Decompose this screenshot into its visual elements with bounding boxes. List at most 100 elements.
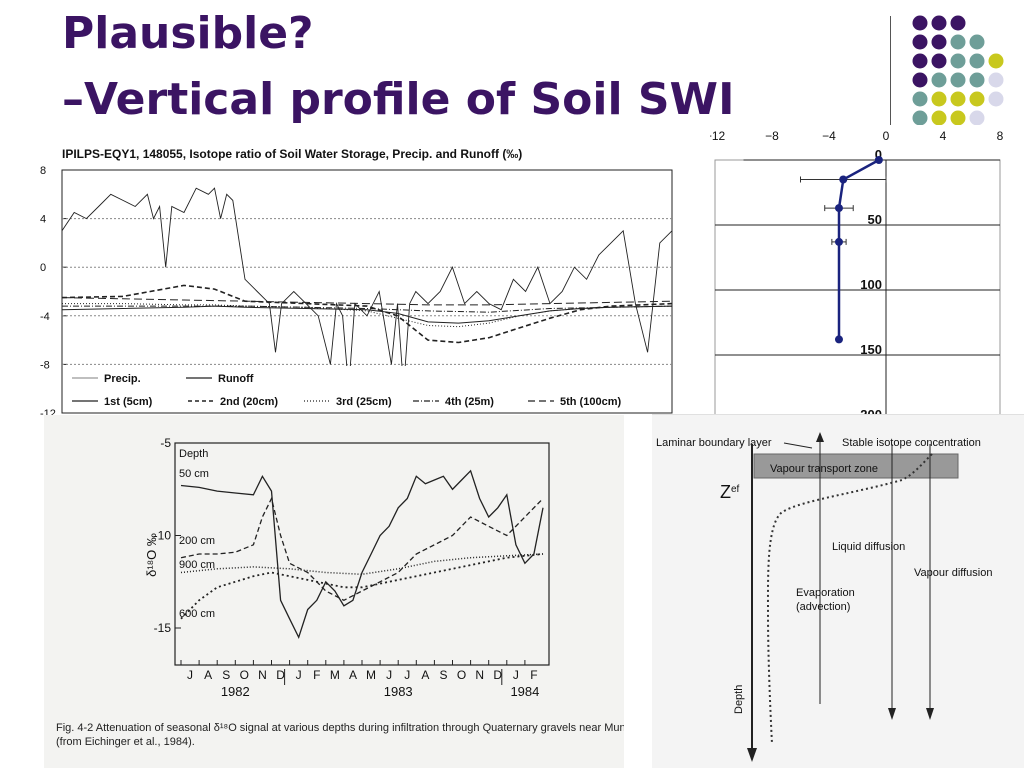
profile-point <box>874 156 883 164</box>
series-line-200-cm <box>180 496 544 602</box>
series-line-600-cm <box>180 553 544 620</box>
month-tick-label: O <box>240 668 249 682</box>
y-tick-label: 100 <box>860 277 882 292</box>
decor-dot <box>969 110 985 126</box>
eichinger-figure-panel: Fig. 4-2 Attenuation of seasonal δ¹⁸O si… <box>44 415 640 768</box>
decor-dot <box>988 72 1004 88</box>
decor-dot <box>912 53 928 69</box>
month-tick-label: J <box>187 668 193 682</box>
decor-dot <box>931 53 947 69</box>
decor-dot <box>912 15 928 31</box>
x-tick-label: 4 <box>940 129 947 143</box>
legend-label: Runoff <box>218 373 254 385</box>
ipilps-chart-title: IPILPS-EQY1, 148055, Isotope ratio of So… <box>62 147 522 161</box>
slide-title-line2: –Vertical profile of Soil SWI <box>62 74 735 125</box>
profile-point <box>834 204 843 213</box>
month-tick-label: M <box>330 668 340 682</box>
series-line-5th-100cm- <box>61 297 673 306</box>
month-tick-label: N <box>258 668 267 682</box>
legend-label: 5th (100cm) <box>560 396 621 408</box>
month-tick-label: J <box>296 668 302 682</box>
legend-label: 4th (25m) <box>445 396 494 408</box>
x-tick-label: −12 <box>710 129 726 143</box>
legend-label: 1st (5cm) <box>104 396 153 408</box>
eichinger-plot-frame <box>174 442 550 666</box>
evaporation-label: Evaporation <box>796 587 855 599</box>
decor-dot <box>912 34 928 50</box>
y-tick-label: -10 <box>154 529 172 543</box>
series-line-900-cm <box>180 553 544 576</box>
series-line-2nd-20cm- <box>61 284 673 344</box>
decor-dot <box>912 110 928 126</box>
month-tick-label: M <box>366 668 376 682</box>
series-line-runoff <box>61 187 673 389</box>
series-line-4th-25m- <box>62 305 673 313</box>
y-tick-label: 0 <box>40 262 46 274</box>
eichinger-chart: Fig. 4-2 Attenuation of seasonal δ¹⁸O si… <box>56 436 640 748</box>
decor-dot <box>950 91 966 107</box>
decor-dot <box>969 34 985 50</box>
vapour-diffusion-label: Vapour diffusion <box>914 567 992 579</box>
figure-caption-line1: Fig. 4-2 Attenuation of seasonal δ¹⁸O si… <box>56 722 624 734</box>
vapour-transport-zone-label: Vapour transport zone <box>770 463 878 475</box>
y-tick-label: -15 <box>154 621 172 635</box>
y-tick-label: -5 <box>160 436 171 450</box>
decor-dot <box>931 110 947 126</box>
decor-dot <box>912 91 928 107</box>
month-tick-label: J <box>404 668 410 682</box>
year-label: 1984 <box>510 684 539 699</box>
decor-dot <box>969 72 985 88</box>
ipilps-chart-panel: IPILPS-EQY1, 148055, Isotope ratio of So… <box>38 130 678 420</box>
month-tick-label: J <box>513 668 519 682</box>
decor-dot <box>950 15 966 31</box>
year-label: 1983 <box>384 684 413 699</box>
decor-dot <box>912 72 928 88</box>
legend-label: 2nd (20cm) <box>220 396 278 408</box>
legend-box <box>70 366 670 411</box>
year-label: 1982 <box>221 684 250 699</box>
zef-label: Zef <box>720 482 740 502</box>
decor-dot <box>950 72 966 88</box>
month-tick-label: A <box>421 668 429 682</box>
depth-series-label: 200 cm <box>179 535 215 547</box>
depth-label: Depth <box>733 685 745 714</box>
month-tick-label: A <box>349 668 357 682</box>
month-tick-label: S <box>439 668 447 682</box>
month-tick-label: O <box>457 668 466 682</box>
y-tick-label: 50 <box>868 212 882 227</box>
month-tick-label: D <box>493 668 502 682</box>
boundary-pointer <box>783 442 813 449</box>
figure-caption-line2: (from Eichinger et al., 1984). <box>56 736 195 748</box>
decor-dot <box>950 53 966 69</box>
decor-dot <box>988 53 1004 69</box>
depth-series-label: 900 cm <box>179 559 215 571</box>
y-tick-label: 4 <box>40 214 46 226</box>
y-tick-label: 150 <box>860 342 882 357</box>
ipilps-plot-frame <box>61 169 673 414</box>
liquid-diffusion-label: Liquid diffusion <box>832 541 905 553</box>
concentration-profile-curve <box>766 453 933 745</box>
legend-label: 3rd (25cm) <box>336 396 392 408</box>
month-tick-label: D <box>276 668 285 682</box>
y-tick-label: -4 <box>40 311 50 323</box>
month-tick-label: F <box>530 668 537 682</box>
decor-dot <box>988 91 1004 107</box>
month-tick-label: J <box>386 668 392 682</box>
series-line-1st-5cm- <box>61 305 673 324</box>
depth-series-label: 50 cm <box>179 468 209 480</box>
profile-chart-panel: −12−8−4048050100150200 <box>705 125 1010 425</box>
decor-dot <box>931 72 947 88</box>
profile-point <box>834 335 843 344</box>
depth-arrowhead <box>747 748 757 762</box>
month-tick-label: N <box>475 668 484 682</box>
month-tick-label: A <box>204 668 212 682</box>
x-tick-label: −4 <box>822 129 836 143</box>
x-tick-label: 0 <box>883 129 890 143</box>
decor-dot <box>931 15 947 31</box>
month-tick-label: S <box>222 668 230 682</box>
decor-dot <box>969 91 985 107</box>
profile-point <box>834 237 843 246</box>
isotope-profile-schematic: Vapour transport zone Laminar boundary l… <box>652 413 1024 762</box>
vapour-transport-zone-band <box>753 453 959 479</box>
x-tick-label: 8 <box>997 129 1004 143</box>
